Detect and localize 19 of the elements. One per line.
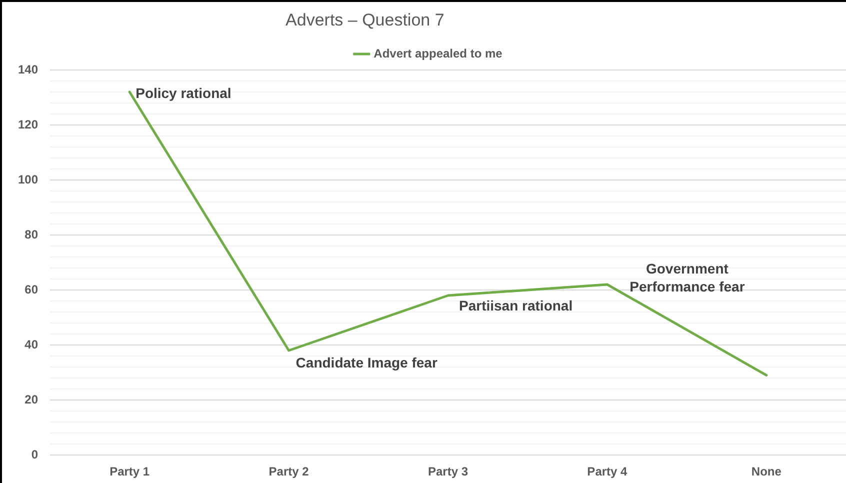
x-tick-label: Party 2 bbox=[268, 464, 310, 479]
annotation: Partiisan rational bbox=[459, 297, 573, 314]
y-tick-label: 80 bbox=[24, 227, 38, 242]
y-tick-label: 100 bbox=[18, 172, 38, 186]
x-tick-label: Party 4 bbox=[587, 464, 628, 479]
annotation: Government Performance fear bbox=[630, 260, 746, 294]
y-tick-label: 40 bbox=[24, 337, 38, 352]
y-tick-label: 120 bbox=[18, 117, 38, 132]
annotation: Policy rational bbox=[136, 84, 232, 101]
y-tick-label: 0 bbox=[31, 447, 38, 462]
chart-title: Adverts – Question 7 bbox=[286, 10, 444, 30]
x-tick-label: Party 1 bbox=[110, 464, 150, 479]
annotation: Candidate Image fear bbox=[296, 354, 438, 370]
y-tick-label: 20 bbox=[24, 392, 38, 406]
legend-label: Advert appealed to me bbox=[374, 46, 503, 60]
x-tick-label: None bbox=[751, 464, 782, 479]
y-tick-label: 60 bbox=[24, 282, 38, 296]
y-tick-label: 140 bbox=[18, 62, 38, 76]
x-tick-label: Party 3 bbox=[428, 464, 468, 479]
